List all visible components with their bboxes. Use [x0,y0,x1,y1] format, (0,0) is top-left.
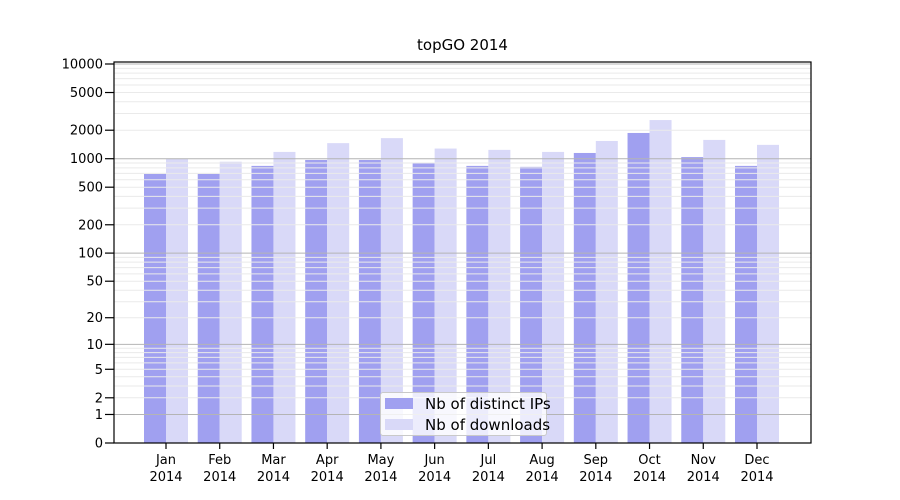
chart-title: topGO 2014 [417,36,508,54]
bar-distinct-ips-dec [734,165,757,443]
x-tick-year-aug: 2014 [526,470,559,485]
x-tick-year-nov: 2014 [687,470,720,485]
y-tick-label-2000: 2000 [70,124,103,139]
y-tick-label-10000: 10000 [62,58,103,73]
legend-label-distinct-ips: Nb of distinct IPs [425,394,551,413]
bar-downloads-mar [273,151,296,444]
legend-swatch-downloads [385,419,413,430]
y-tick-label-10: 10 [86,338,103,353]
bar-distinct-ips-jul [466,165,489,443]
bar-downloads-apr [327,143,350,443]
bar-distinct-ips-feb [197,173,220,443]
x-tick-label-mar: Mar [261,453,286,468]
bar-downloads-feb [219,161,242,443]
y-tick-label-5: 5 [95,363,103,378]
y-tick-label-500: 500 [78,181,103,196]
legend-item-downloads: Nb of downloads [385,416,550,434]
y-tick-label-1: 1 [95,408,103,423]
x-tick-label-apr: Apr [316,453,339,468]
x-tick-label-dec: Dec [744,453,769,468]
x-tick-label-nov: Nov [691,453,717,468]
x-tick-year-oct: 2014 [633,470,666,485]
legend-swatch-distinct-ips [385,398,413,409]
x-tick-year-dec: 2014 [740,470,773,485]
y-tick-label-5000: 5000 [70,86,103,101]
x-tick-year-sep: 2014 [579,470,612,485]
x-tick-year-mar: 2014 [257,470,290,485]
bar-downloads-dec [756,144,779,443]
bar-distinct-ips-sep [573,152,596,444]
y-tick-label-1000: 1000 [70,152,103,167]
y-tick-label-0: 0 [95,437,103,452]
legend-item-distinct-ips: Nb of distinct IPs [385,395,551,413]
bar-downloads-sep [595,140,618,443]
x-tick-year-may: 2014 [364,470,397,485]
bar-distinct-ips-nov [681,157,704,443]
y-tick-label-200: 200 [78,218,103,233]
bar-distinct-ips-aug [520,166,543,443]
x-tick-label-oct: Oct [638,453,660,468]
y-tick-label-100: 100 [78,247,103,262]
y-tick-label-20: 20 [86,311,103,326]
x-tick-label-jan: Jan [155,453,176,468]
x-tick-label-may: May [367,453,394,468]
x-tick-year-jul: 2014 [472,470,505,485]
bar-distinct-ips-oct [627,132,650,444]
chart-legend: Nb of distinct IPs Nb of downloads [380,392,551,436]
bar-distinct-ips-jan [144,173,166,443]
x-tick-label-aug: Aug [529,453,554,468]
y-tick-label-2: 2 [95,391,103,406]
x-tick-year-jan: 2014 [149,470,182,485]
bar-distinct-ips-mar [251,165,274,443]
x-tick-label-jul: Jul [480,453,497,468]
x-tick-label-jun: Jun [423,453,444,468]
bar-distinct-ips-jun [412,163,435,444]
bar-downloads-jan [166,158,188,443]
x-tick-year-feb: 2014 [203,470,236,485]
bar-downloads-nov [703,139,726,444]
x-tick-year-jun: 2014 [418,470,451,485]
legend-label-downloads: Nb of downloads [425,415,551,434]
x-tick-label-feb: Feb [208,453,231,468]
y-tick-label-50: 50 [86,275,103,290]
x-tick-year-apr: 2014 [311,470,344,485]
x-tick-label-sep: Sep [584,453,609,468]
